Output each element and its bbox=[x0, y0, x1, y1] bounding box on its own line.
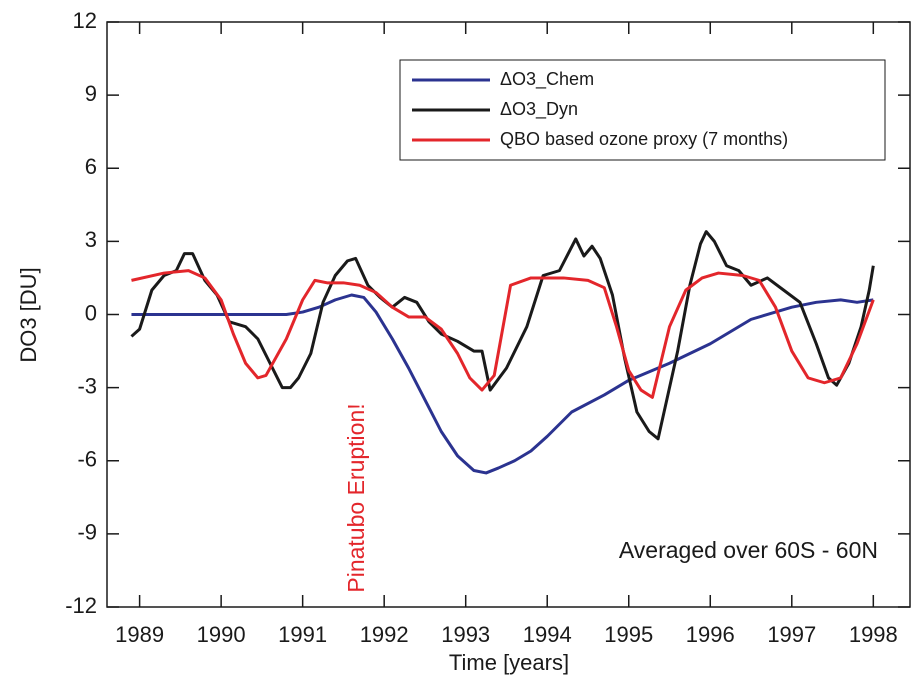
x-tick-label: 1996 bbox=[686, 622, 735, 647]
y-tick-label: -12 bbox=[65, 593, 97, 618]
y-tick-label: 9 bbox=[85, 81, 97, 106]
y-tick-label: 12 bbox=[73, 8, 97, 33]
x-tick-label: 1989 bbox=[115, 622, 164, 647]
annotation: Pinatubo Eruption! bbox=[343, 403, 369, 592]
x-tick-label: 1994 bbox=[523, 622, 572, 647]
y-tick-label: -3 bbox=[77, 373, 97, 398]
x-tick-label: 1998 bbox=[849, 622, 898, 647]
x-tick-label: 1993 bbox=[441, 622, 490, 647]
legend-label: ΔO3_Dyn bbox=[500, 99, 578, 120]
annotation: Averaged over 60S - 60N bbox=[619, 537, 878, 563]
x-tick-label: 1997 bbox=[767, 622, 816, 647]
y-axis-title: DO3 [DU] bbox=[16, 267, 41, 362]
y-tick-label: 0 bbox=[85, 300, 97, 325]
x-tick-label: 1991 bbox=[278, 622, 327, 647]
legend-label: QBO based ozone proxy (7 months) bbox=[500, 129, 788, 149]
x-axis-title: Time [years] bbox=[449, 650, 569, 675]
y-tick-label: 6 bbox=[85, 154, 97, 179]
series-line bbox=[131, 269, 875, 399]
y-tick-label: -6 bbox=[77, 447, 97, 472]
series-line bbox=[130, 230, 875, 441]
legend-label: ΔO3_Chem bbox=[500, 69, 594, 90]
x-tick-label: 1990 bbox=[197, 622, 246, 647]
x-tick-label: 1992 bbox=[360, 622, 409, 647]
y-tick-label: -9 bbox=[77, 520, 97, 545]
y-tick-label: 3 bbox=[85, 227, 97, 252]
series-line bbox=[131, 293, 874, 475]
x-tick-label: 1995 bbox=[604, 622, 653, 647]
